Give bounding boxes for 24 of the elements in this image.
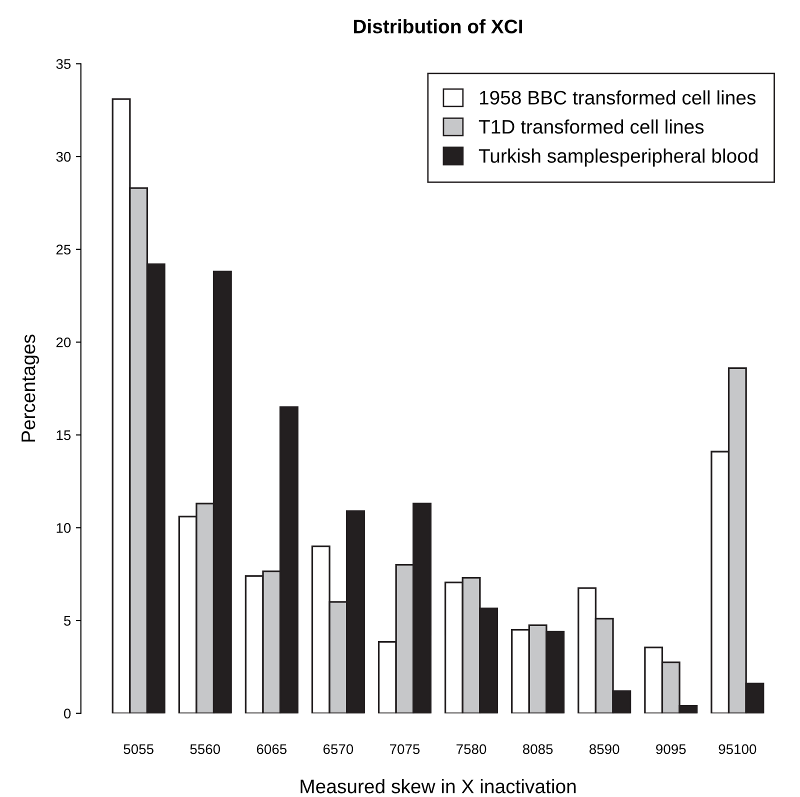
y-tick-label: 20: [56, 337, 71, 348]
y-tick-label: 10: [56, 523, 71, 533]
x-tick-label: 95100: [718, 744, 756, 754]
x-axis-title: Measured skew in X inactivation: [300, 779, 576, 794]
x-tick-label: 9095: [656, 744, 686, 754]
chart-title: Distribution of XCI: [354, 19, 522, 34]
legend-label: T1D transformed cell lines: [478, 119, 704, 134]
legend-label: 1958 BBC transformed cell lines: [480, 90, 756, 105]
legend-label: Turkish samplesperipheral blood: [478, 148, 758, 167]
x-tick-label: 6065: [256, 744, 287, 754]
x-tick-label: 7580: [456, 744, 486, 754]
x-tick-label: 8085: [522, 744, 553, 754]
x-tick-label: 8590: [590, 744, 620, 754]
y-tick-label: 35: [56, 59, 71, 69]
x-tick-label: 7075: [390, 744, 420, 754]
y-tick-label: 25: [56, 244, 71, 255]
y-tick-label: 0: [64, 708, 71, 718]
y-axis-title: Percentages: [22, 334, 40, 442]
y-tick-label: 30: [56, 152, 71, 162]
x-tick-label: 5560: [190, 744, 220, 754]
x-tick-label: 5055: [124, 744, 154, 754]
y-tick-label: 5: [64, 616, 71, 626]
y-tick-label: 15: [56, 430, 71, 440]
x-tick-label: 6570: [323, 744, 354, 754]
